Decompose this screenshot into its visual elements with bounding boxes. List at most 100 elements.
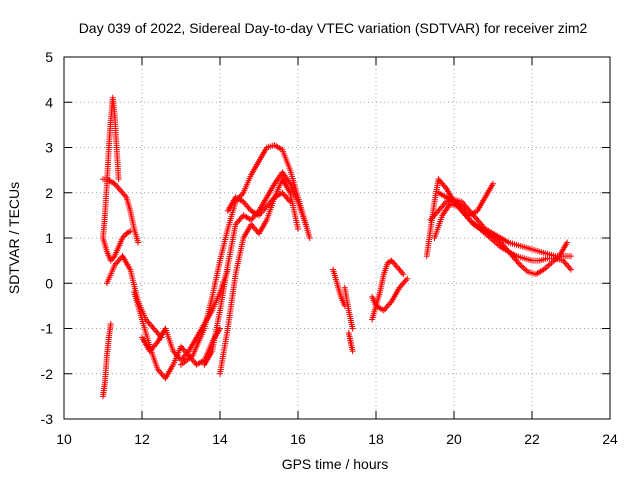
plus-marker-run xyxy=(347,339,356,355)
plus-marker-run xyxy=(256,218,269,237)
x-axis-title: GPS time / hours xyxy=(282,456,389,472)
plus-marker-run xyxy=(111,112,120,149)
plus-marker-run xyxy=(256,146,269,165)
plus-marker-run xyxy=(101,354,110,386)
plus-marker-run xyxy=(517,262,530,274)
grid-lines xyxy=(64,57,610,419)
plus-marker-run xyxy=(451,198,464,213)
plus-marker-run xyxy=(232,213,246,228)
plus-marker-run xyxy=(209,259,223,300)
plus-marker-run xyxy=(497,244,511,254)
plus-marker-run xyxy=(256,204,269,219)
plus-marker-run xyxy=(256,195,269,214)
plus-marker-run xyxy=(142,316,156,330)
plus-marker-run xyxy=(474,223,487,236)
plus-marker-run xyxy=(100,176,108,183)
plus-marker-run xyxy=(560,257,574,273)
y-tick-label: -3 xyxy=(41,411,54,427)
plus-marker-run xyxy=(536,255,549,264)
plus-marker-run xyxy=(490,230,503,241)
plus-marker-run xyxy=(131,289,145,321)
plus-marker-run xyxy=(521,244,534,252)
plus-marker-run xyxy=(482,180,496,201)
y-tick-label: 5 xyxy=(45,49,53,65)
plus-marker-run xyxy=(123,194,133,212)
plus-marker-run xyxy=(396,266,407,278)
plus-marker-run xyxy=(388,286,402,305)
plus-marker-run xyxy=(369,304,379,323)
plus-marker-run xyxy=(536,248,549,257)
plus-marker-run xyxy=(127,266,141,303)
plus-marker-run xyxy=(435,200,448,214)
plus-marker-run xyxy=(100,235,110,253)
plus-marker-run xyxy=(396,275,411,291)
series-track-t xyxy=(435,189,574,273)
plus-marker-run xyxy=(263,142,276,151)
plus-marker-run xyxy=(474,216,487,231)
plus-marker-run xyxy=(107,178,117,186)
plus-marker-run xyxy=(107,254,117,264)
x-axis-ticks: 10 12 14 16 18 20 22 24 xyxy=(56,57,618,447)
plus-marker-run xyxy=(458,198,472,213)
y-axis-ticks: -3 -2 -1 0 1 2 3 4 5 xyxy=(41,49,610,427)
plus-marker-run xyxy=(201,295,215,332)
series-track-b xyxy=(100,320,114,400)
series-track-k xyxy=(224,189,294,219)
plus-marker-run xyxy=(240,212,253,222)
plus-marker-run xyxy=(189,327,207,359)
series-track-m xyxy=(341,284,356,332)
series-track-o xyxy=(369,257,407,323)
series-track-i xyxy=(201,169,313,368)
plus-marker-run xyxy=(146,340,160,355)
plus-marker-run xyxy=(330,266,340,285)
plus-marker-run xyxy=(505,239,518,248)
plus-marker-run xyxy=(224,200,238,232)
plus-marker-run xyxy=(279,189,294,205)
plus-marker-run xyxy=(123,228,134,237)
plus-marker-run xyxy=(552,255,565,264)
plus-marker-run xyxy=(224,223,239,269)
plus-marker-run xyxy=(427,209,441,223)
plus-marker-run xyxy=(439,202,452,219)
plus-marker-run xyxy=(345,330,354,344)
plus-marker-run xyxy=(486,230,499,241)
plus-marker-run xyxy=(103,176,113,184)
y-tick-label: 1 xyxy=(45,230,53,246)
plus-marker-run xyxy=(279,146,293,172)
plus-marker-run xyxy=(287,189,301,232)
plus-marker-run xyxy=(532,267,546,278)
plus-marker-run xyxy=(178,349,191,364)
plus-marker-run xyxy=(232,194,245,204)
plus-marker-run xyxy=(466,207,480,222)
plus-marker-run xyxy=(201,341,215,364)
plus-marker-run xyxy=(263,182,277,201)
plus-marker-run xyxy=(279,176,293,195)
plus-marker-run xyxy=(474,195,488,214)
plus-marker-run xyxy=(466,216,479,229)
plus-marker-run xyxy=(513,253,526,261)
plus-marker-run xyxy=(482,230,495,242)
chart-title: Day 039 of 2022, Sidereal Day-to-day VTE… xyxy=(79,20,588,36)
series-track-d xyxy=(100,228,134,264)
x-tick-label: 14 xyxy=(212,431,228,447)
x-tick-label: 22 xyxy=(524,431,540,447)
y-axis-title: SDTVAR / TECUs xyxy=(6,182,22,294)
x-tick-label: 18 xyxy=(368,431,384,447)
plus-marker-run xyxy=(111,245,121,260)
y-tick-label: -2 xyxy=(41,366,54,382)
plus-marker-run xyxy=(217,264,231,314)
plus-marker-run xyxy=(131,225,142,246)
plus-marker-run xyxy=(556,239,571,260)
plus-marker-run xyxy=(302,221,313,241)
y-tick-label: -1 xyxy=(41,321,54,337)
data-marks xyxy=(100,94,574,400)
plus-marker-run xyxy=(162,363,176,382)
series-track-l xyxy=(330,266,348,309)
plus-marker-run xyxy=(224,195,238,214)
plus-marker-run xyxy=(345,307,356,332)
plus-marker-run xyxy=(497,235,511,245)
plus-marker-run xyxy=(443,194,456,204)
x-tick-label: 20 xyxy=(446,431,462,447)
plus-marker-run xyxy=(201,349,215,368)
x-tick-label: 24 xyxy=(602,431,618,447)
